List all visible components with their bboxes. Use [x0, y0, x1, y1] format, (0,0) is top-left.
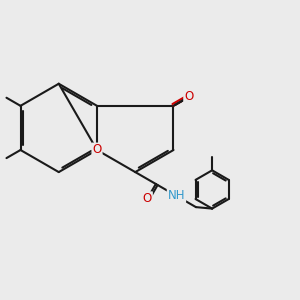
Text: O: O: [92, 143, 102, 157]
Text: NH: NH: [168, 189, 185, 203]
Text: O: O: [143, 192, 152, 205]
Text: O: O: [184, 91, 194, 103]
